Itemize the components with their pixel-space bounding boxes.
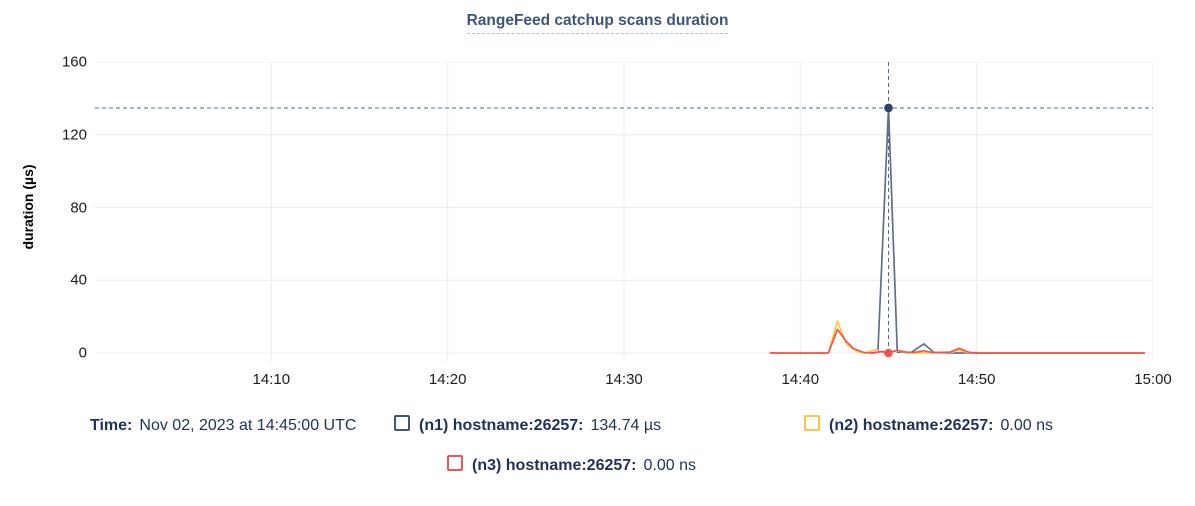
chart-plot-area[interactable]	[95, 62, 1153, 362]
y-tick-label: 80	[70, 199, 87, 216]
legend-value: 0.00 ns	[1000, 417, 1053, 434]
legend-item-n3[interactable]: (n3) hostname:26257: 0.00 ns	[447, 454, 747, 477]
y-axis-tick-labels: 0 40 80 120 160	[43, 0, 87, 506]
legend-item-n2[interactable]: (n2) hostname:26257: 0.00 ns	[804, 414, 1104, 437]
legend-swatch-n3	[447, 455, 463, 471]
x-tick-label: 14:50	[957, 371, 996, 388]
legend-label: (n1) hostname:26257:	[419, 417, 584, 434]
legend-swatch-n2	[804, 415, 820, 431]
legend-time-label: Time:	[90, 417, 133, 434]
series-line-n1	[870, 107, 1146, 354]
crosshair-dot	[884, 103, 893, 113]
legend-label: (n3) hostname:26257:	[472, 457, 637, 474]
series-line-n3	[769, 328, 1146, 354]
legend-label: (n2) hostname:26257:	[829, 417, 994, 434]
x-tick-label: 14:20	[428, 371, 467, 388]
x-axis-tick-labels: 14:10 14:20 14:30 14:40 14:50 15:00	[0, 371, 1195, 391]
y-axis-label: duration (µs)	[20, 164, 36, 250]
legend-time-value: Nov 02, 2023 at 14:45:00 UTC	[139, 417, 357, 434]
crosshair-dot	[884, 348, 893, 358]
y-tick-label: 160	[61, 53, 87, 71]
legend-value: 134.74 µs	[590, 417, 662, 434]
y-tick-label: 0	[78, 344, 87, 362]
x-tick-label: 14:30	[605, 371, 643, 388]
legend-value: 0.00 ns	[643, 457, 696, 474]
chart-legend: Time: Nov 02, 2023 at 14:45:00 UTC (n1) h…	[67, 414, 1127, 477]
y-tick-label: 40	[70, 271, 87, 289]
x-tick-label: 14:40	[781, 371, 820, 388]
y-tick-label: 120	[61, 126, 87, 144]
legend-item-n1[interactable]: (n1) hostname:26257: 134.74 µs	[394, 414, 768, 437]
x-tick-label: 15:00	[1134, 371, 1172, 388]
legend-swatch-n1	[394, 415, 410, 431]
chart-title[interactable]: RangeFeed catchup scans duration	[466, 12, 729, 34]
legend-time: Time: Nov 02, 2023 at 14:45:00 UTC	[90, 414, 358, 437]
x-tick-label: 14:10	[252, 371, 291, 388]
chart-header: RangeFeed catchup scans duration	[0, 12, 1195, 34]
